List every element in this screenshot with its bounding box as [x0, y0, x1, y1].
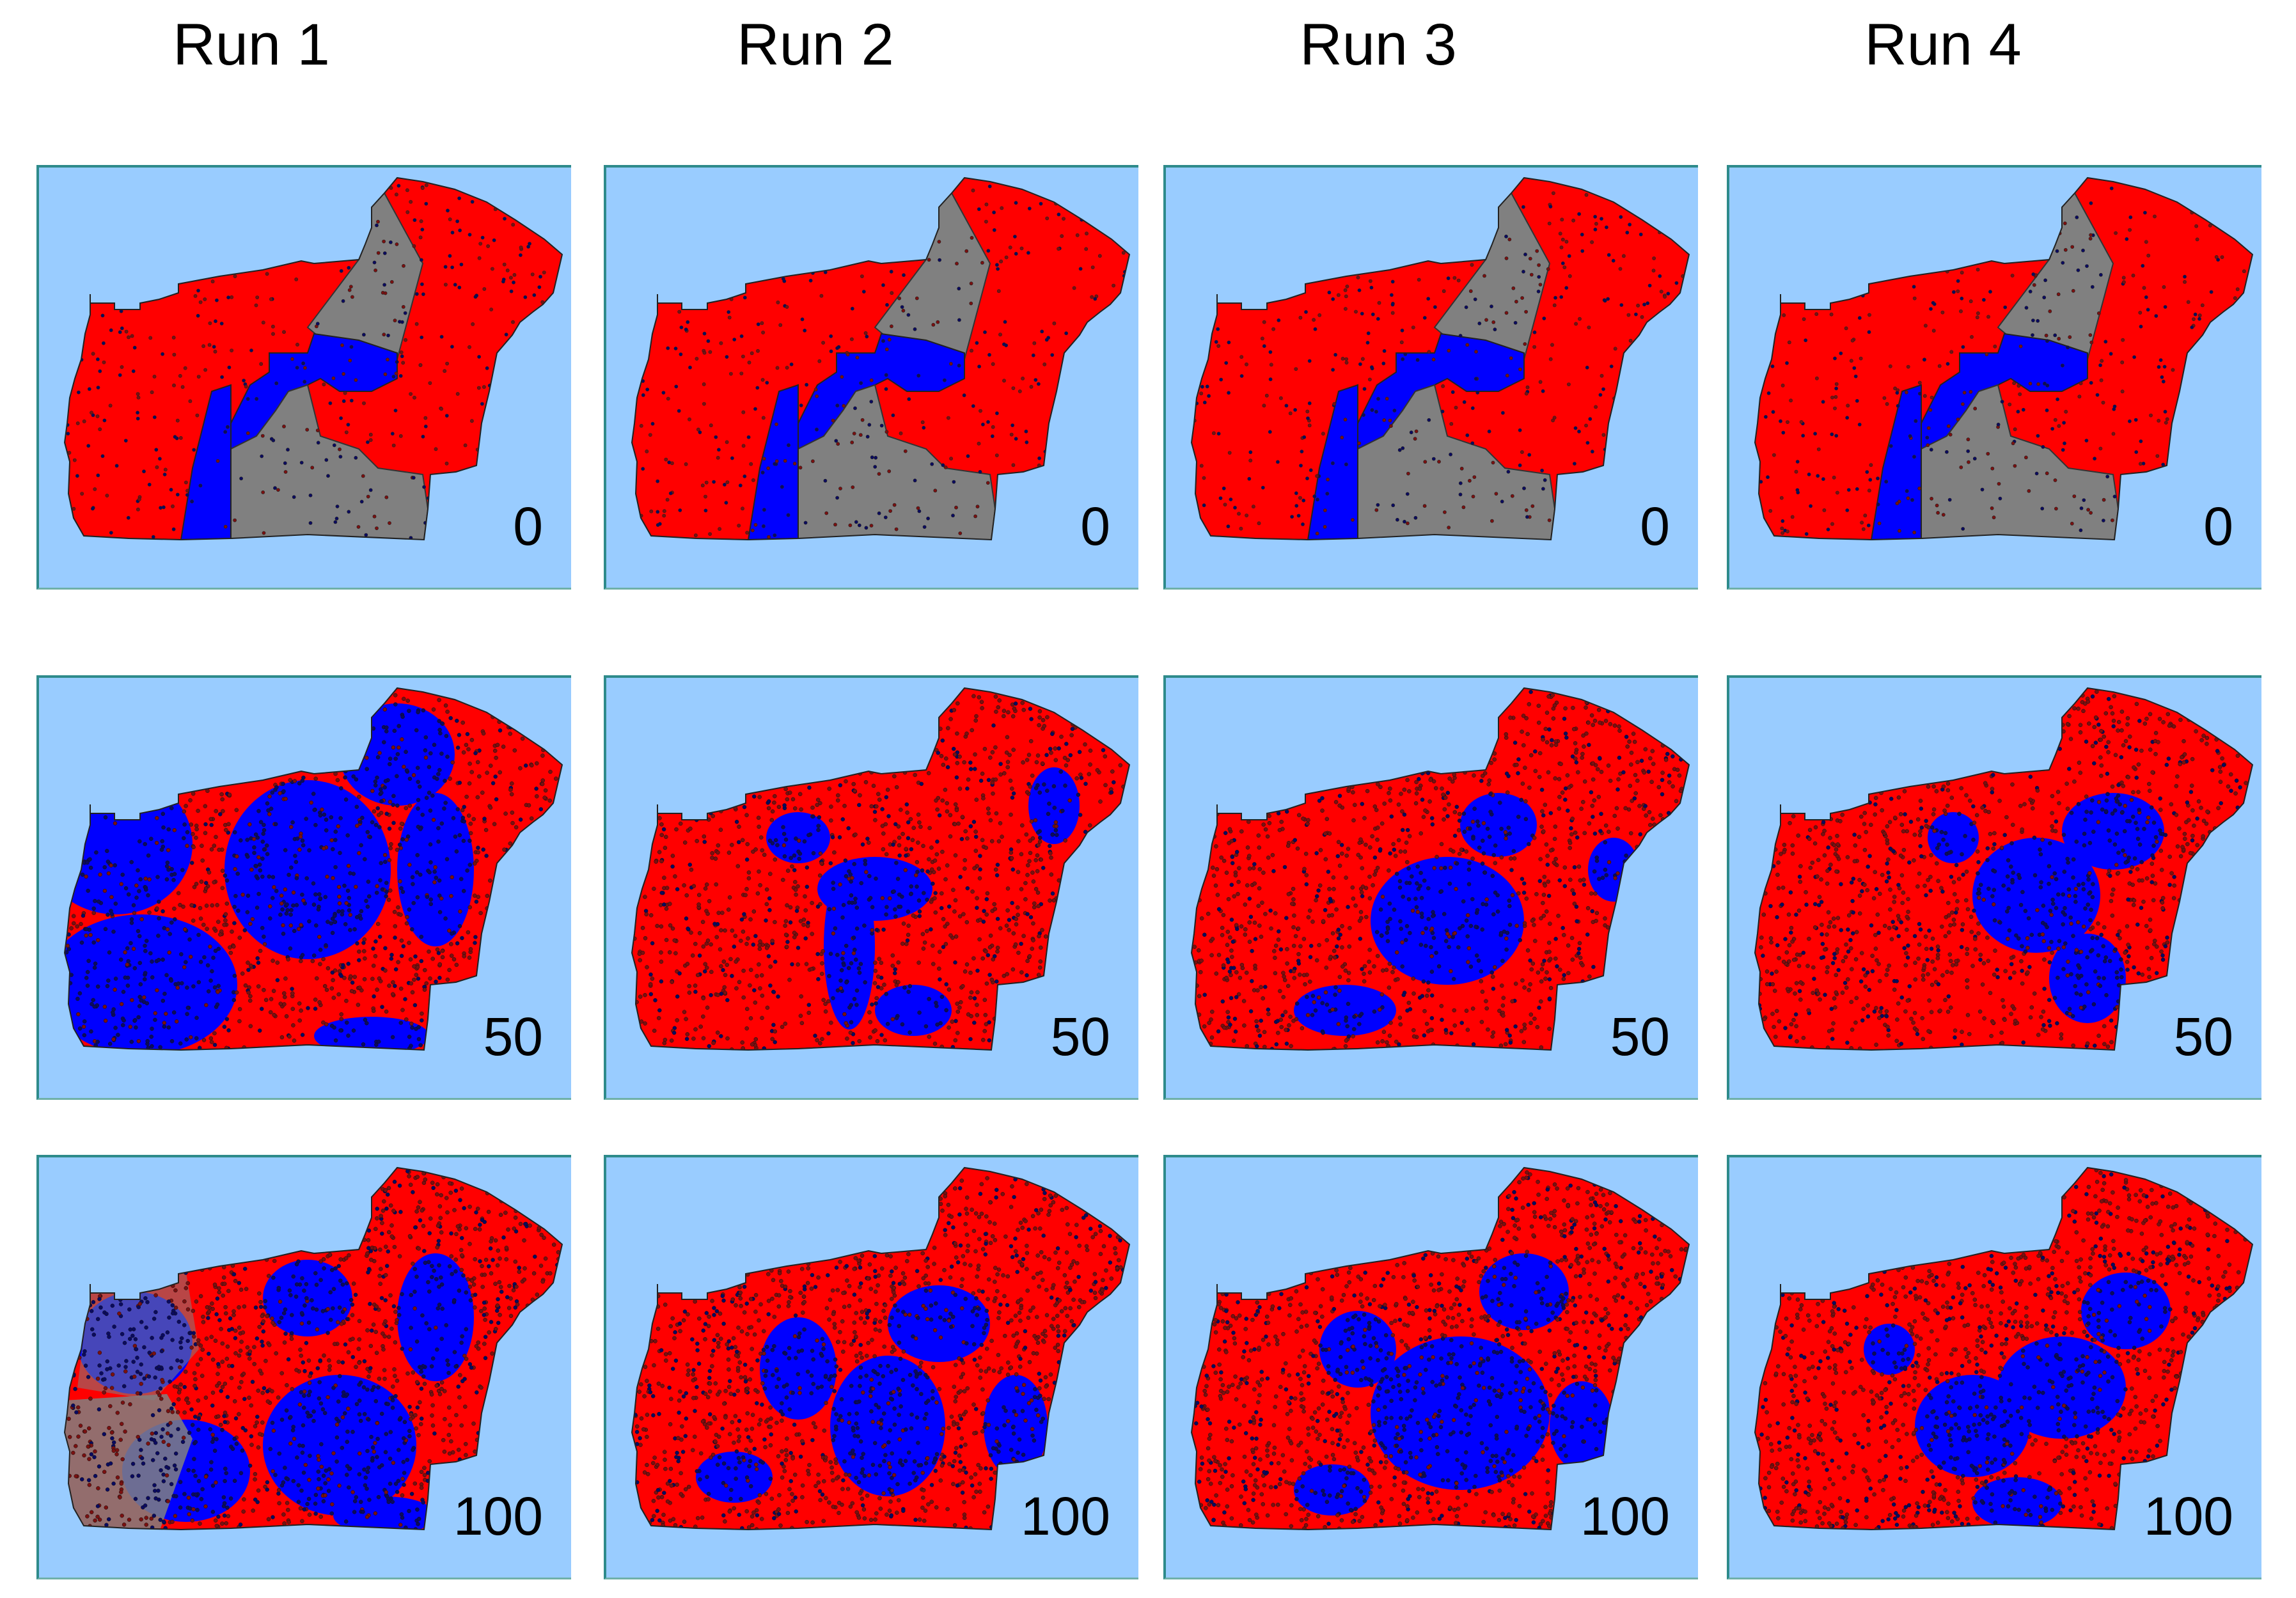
column-header-run-1: Run 1	[173, 12, 330, 77]
step-label: 100	[2143, 1486, 2233, 1546]
map-image	[1754, 1166, 2254, 1531]
step-label: 0	[1640, 496, 1670, 556]
step-label: 0	[2203, 496, 2233, 556]
map-panel-run3-step50: 50	[1163, 675, 1698, 1100]
map-image	[1190, 176, 1690, 541]
column-header-run-4: Run 4	[1864, 12, 2022, 77]
column-header-run-3: Run 3	[1300, 12, 1457, 77]
map-image	[1190, 687, 1690, 1051]
map-image	[631, 176, 1131, 541]
map-image	[1190, 1166, 1690, 1531]
step-label: 100	[1020, 1486, 1110, 1546]
map-image	[63, 176, 563, 541]
map-panel-run1-step50: 50	[36, 675, 571, 1100]
step-label: 0	[513, 496, 543, 556]
map-panel-run3-step0: 0	[1163, 165, 1698, 590]
step-label: 100	[1580, 1486, 1670, 1546]
map-panel-run2-step100: 100	[604, 1155, 1138, 1579]
map-image	[631, 1166, 1131, 1531]
map-panel-run4-step100: 100	[1727, 1155, 2261, 1579]
step-label: 100	[453, 1486, 543, 1546]
map-image	[1754, 176, 2254, 541]
map-panel-run3-step100: 100	[1163, 1155, 1698, 1579]
step-label: 50	[483, 1007, 543, 1067]
step-label: 0	[1080, 496, 1110, 556]
map-image	[63, 687, 563, 1051]
map-image	[631, 687, 1131, 1051]
map-panel-run4-step50: 50	[1727, 675, 2261, 1100]
map-image	[63, 1166, 563, 1531]
map-panel-run4-step0: 0	[1727, 165, 2261, 590]
step-label: 50	[1610, 1007, 1670, 1067]
column-header-run-2: Run 2	[737, 12, 894, 77]
map-panel-run1-step0: 0	[36, 165, 571, 590]
map-panel-run2-step0: 0	[604, 165, 1138, 590]
map-image	[1754, 687, 2254, 1051]
map-panel-run1-step100: 100	[36, 1155, 571, 1579]
step-label: 50	[1050, 1007, 1110, 1067]
map-panel-run2-step50: 50	[604, 675, 1138, 1100]
step-label: 50	[2173, 1007, 2233, 1067]
